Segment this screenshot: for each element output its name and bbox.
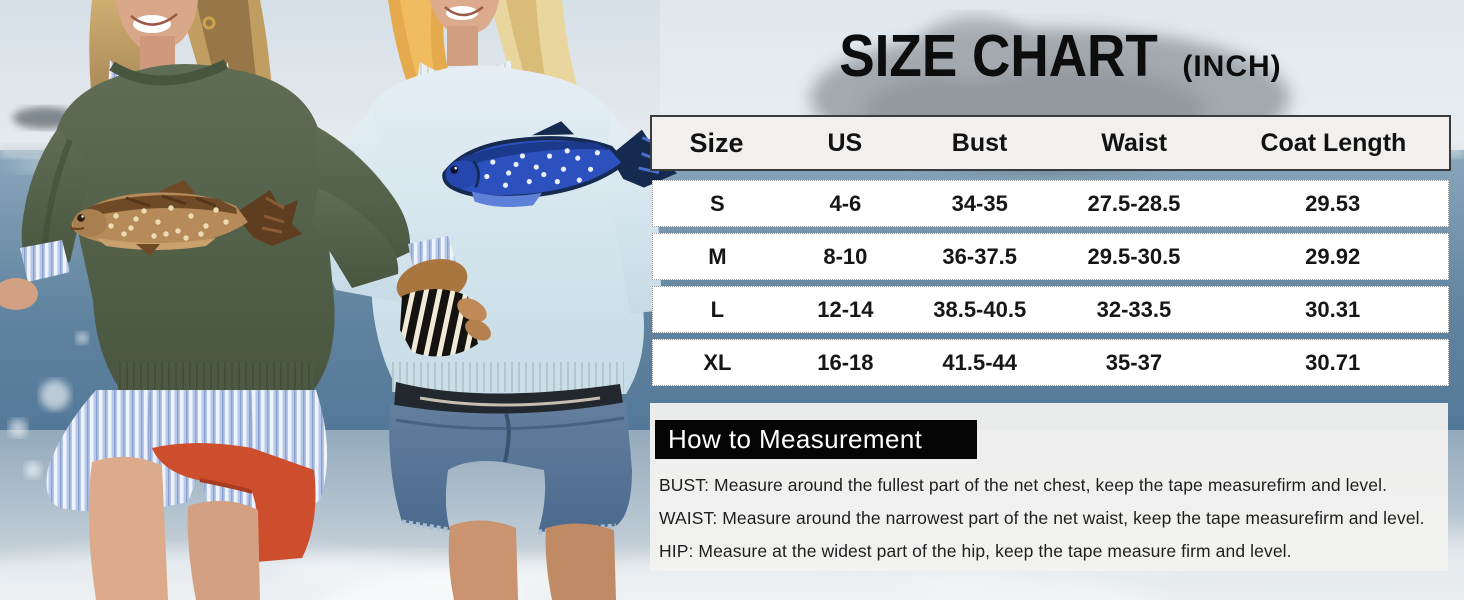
page-title: SIZE CHART (INCH) (650, 23, 1450, 89)
cell-size: L (710, 296, 725, 322)
cell-us: 16-18 (817, 349, 874, 375)
measurement-guide-heading: How to Measurement (655, 420, 977, 459)
cell-coat-length: 30.31 (1305, 296, 1361, 322)
measurement-line-bust: BUST: Measure around the fullest part of… (659, 475, 1388, 495)
cell-bust: 36-37.5 (942, 243, 1018, 269)
column-header-size: Size (689, 127, 744, 158)
cell-coat-length: 29.53 (1305, 190, 1361, 216)
cell-bust: 38.5-40.5 (933, 296, 1027, 322)
leg (448, 520, 518, 600)
cell-size: S (710, 190, 725, 216)
title-text: SIZE CHART (839, 23, 1159, 89)
denim-shorts (389, 402, 632, 532)
table-row-m: M 8-10 36-37.5 29.5-30.5 29.92 (652, 233, 1449, 280)
measurement-guide-panel: How to Measurement BUST: Measure around … (650, 403, 1448, 571)
fingers (457, 298, 487, 322)
column-header-coat-length: Coat Length (1260, 128, 1407, 157)
cell-waist: 29.5-30.5 (1087, 243, 1181, 269)
table-row-l: L 12-14 38.5-40.5 32-33.5 30.31 (652, 286, 1449, 333)
fish-belly-fin (471, 191, 543, 207)
woman-left (0, 0, 411, 600)
woman-right (320, 0, 678, 600)
cell-size: XL (703, 349, 732, 375)
measurement-guide-heading-text: How to Measurement (668, 424, 923, 454)
measurement-guide-lines: BUST: Measure around the fullest part of… (659, 475, 1438, 562)
fish-eye (77, 214, 85, 222)
fish-dorsal-fin (158, 180, 196, 194)
leg (545, 523, 616, 600)
column-header-waist: Waist (1101, 128, 1168, 157)
table-row-xl: XL 16-18 41.5-44 35-37 30.71 (652, 339, 1449, 386)
fish-head (73, 209, 107, 237)
cell-coat-length: 29.92 (1305, 243, 1361, 269)
cell-waist: 35-37 (1105, 349, 1163, 375)
orange-shorts (152, 443, 316, 562)
leg (88, 456, 168, 600)
size-table: Size US Bust Waist Coat Length S 4-6 34-… (650, 115, 1451, 392)
leg (187, 500, 260, 600)
cell-waist: 27.5-28.5 (1087, 190, 1181, 216)
cell-bust: 41.5-44 (942, 349, 1018, 375)
earring (202, 16, 216, 30)
sweater-sleeve-left (21, 128, 93, 270)
fish-back (459, 141, 610, 166)
hand (0, 278, 38, 310)
linked-arms (312, 188, 491, 357)
fish-dorsal-fin (532, 121, 575, 136)
fingers (465, 319, 491, 341)
smile (446, 6, 478, 20)
cell-us: 12-14 (817, 296, 874, 322)
fish-motif-brown (69, 180, 302, 256)
shirt-cuff (20, 240, 70, 282)
cell-bust: 34-35 (951, 190, 1008, 216)
measurement-line-waist: WAIST: Measure around the narrowest part… (659, 508, 1425, 528)
neck (447, 26, 478, 66)
cell-coat-length: 30.71 (1305, 349, 1361, 375)
fish-motif-blue (442, 121, 678, 207)
cell-size: M (708, 243, 727, 269)
cell-waist: 32-33.5 (1096, 296, 1172, 322)
fish-fin (136, 244, 160, 256)
table-row-s: S 4-6 34-35 27.5-28.5 29.53 (652, 180, 1449, 227)
size-table-body: S 4-6 34-35 27.5-28.5 29.53 M 8-10 36-37… (650, 180, 1451, 386)
cell-us: 4-6 (829, 190, 862, 216)
title-unit: (INCH) (1182, 50, 1282, 83)
measurement-line-hip: HIP: Measure at the widest part of the h… (659, 541, 1292, 561)
size-table-header: Size US Bust Waist Coat Length (650, 115, 1451, 171)
cell-us: 8-10 (823, 243, 868, 269)
collar-rib (109, 59, 229, 86)
column-header-bust: Bust (951, 128, 1008, 157)
black-hem (394, 382, 624, 419)
column-header-us: US (827, 128, 863, 157)
